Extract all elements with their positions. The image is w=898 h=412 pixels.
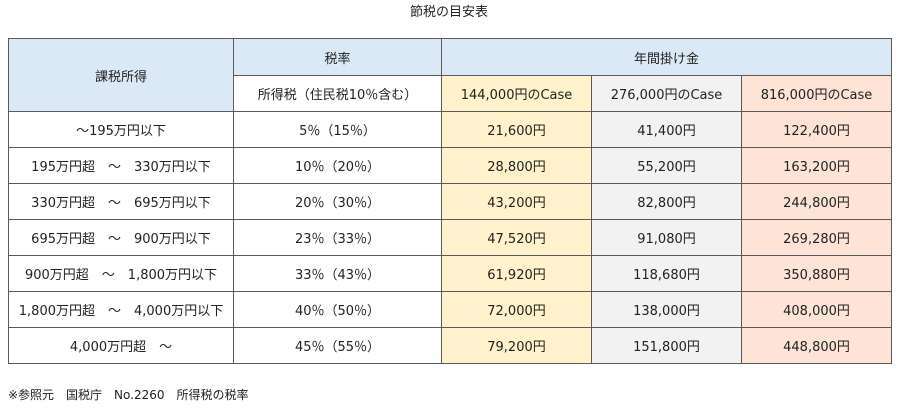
- case-c-cell: 269,280円: [740, 219, 893, 256]
- contribution-header: 年間掛け金: [440, 38, 893, 76]
- source-footnote: ※参照元 国税庁 No.2260 所得税の税率: [8, 388, 249, 402]
- case-c-cell: 350,880円: [740, 255, 893, 292]
- table-row: 330万円超 ～ 695万円以下 20％（30％） 43,200円 82,800…: [8, 183, 893, 220]
- case-a-cell: 61,920円: [441, 255, 592, 292]
- case-b-cell: 138,000円: [591, 291, 742, 328]
- case-c-header: 816,000円のCase: [740, 75, 893, 112]
- income-cell: 695万円超 ～ 900万円以下: [8, 219, 234, 256]
- case-b-header: 276,000円のCase: [591, 75, 742, 112]
- rate-cell: 23％（33％）: [233, 219, 442, 256]
- rate-cell: 5％（15％）: [233, 111, 442, 148]
- case-c-cell: 448,800円: [740, 327, 893, 364]
- table-row: 695万円超 ～ 900万円以下 23％（33％） 47,520円 91,080…: [8, 219, 893, 256]
- rate-cell: 45％（55％）: [233, 327, 442, 364]
- case-c-cell: 163,200円: [740, 147, 893, 184]
- case-c-cell: 244,800円: [740, 183, 893, 220]
- income-cell: 330万円超 ～ 695万円以下: [8, 183, 234, 220]
- table-row: 4,000万円超 ～ 45％（55％） 79,200円 151,800円 448…: [8, 327, 893, 364]
- income-cell: 195万円超 ～ 330万円以下: [8, 147, 234, 184]
- income-cell: 1,800万円超 ～ 4,000万円以下: [8, 291, 234, 328]
- case-c-cell: 122,400円: [740, 111, 893, 148]
- case-a-cell: 47,520円: [441, 219, 592, 256]
- rate-cell: 10％（20％）: [233, 147, 442, 184]
- case-a-cell: 72,000円: [441, 291, 592, 328]
- case-a-cell: 21,600円: [441, 111, 592, 148]
- table-row: 900万円超 ～ 1,800万円以下 33％（43％） 61,920円 118,…: [8, 255, 893, 292]
- page-title: 節税の目安表: [409, 5, 488, 20]
- tax-rate-subheader: 所得税（住民税10％含む）: [233, 75, 442, 112]
- case-b-cell: 41,400円: [591, 111, 742, 148]
- case-b-cell: 55,200円: [591, 147, 742, 184]
- income-header: 課税所得: [8, 38, 234, 112]
- case-a-cell: 79,200円: [441, 327, 592, 364]
- tax-savings-table: 課税所得 税率 年間掛け金 所得税（住民税10％含む） 144,000円のCas…: [8, 38, 893, 364]
- rate-cell: 40％（50％）: [233, 291, 442, 328]
- table-row: 195万円超 ～ 330万円以下 10％（20％） 28,800円 55,200…: [8, 147, 893, 184]
- case-b-cell: 118,680円: [591, 255, 742, 292]
- case-b-cell: 151,800円: [591, 327, 742, 364]
- rate-cell: 20％（30％）: [233, 183, 442, 220]
- case-a-cell: 43,200円: [441, 183, 592, 220]
- table-row: ～195万円以下 5％（15％） 21,600円 41,400円 122,400…: [8, 111, 893, 148]
- table-row: 1,800万円超 ～ 4,000万円以下 40％（50％） 72,000円 13…: [8, 291, 893, 328]
- case-a-header: 144,000円のCase: [441, 75, 592, 112]
- income-cell: ～195万円以下: [8, 111, 234, 148]
- rate-cell: 33％（43％）: [233, 255, 442, 292]
- tax-rate-header: 税率: [233, 38, 442, 76]
- case-a-cell: 28,800円: [441, 147, 592, 184]
- case-b-cell: 82,800円: [591, 183, 742, 220]
- income-cell: 4,000万円超 ～: [8, 327, 234, 364]
- case-c-cell: 408,000円: [740, 291, 893, 328]
- case-b-cell: 91,080円: [591, 219, 742, 256]
- income-cell: 900万円超 ～ 1,800万円以下: [8, 255, 234, 292]
